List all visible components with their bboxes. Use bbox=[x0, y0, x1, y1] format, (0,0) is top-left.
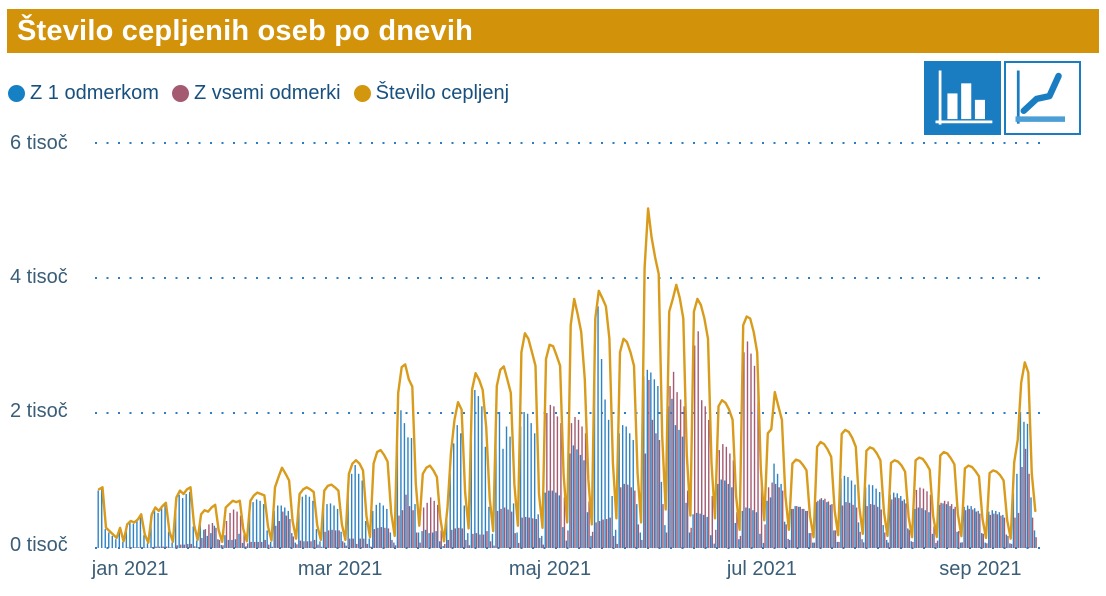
line-chart-icon bbox=[1015, 70, 1065, 124]
all-doses-bars bbox=[127, 331, 1037, 549]
legend-item-all-doses[interactable]: Z vsemi odmerki bbox=[171, 81, 341, 105]
dose1-bars bbox=[97, 306, 1036, 549]
bar-chart-view-button[interactable] bbox=[924, 61, 1001, 135]
page-title: Število cepljenih oseb po dnevih bbox=[17, 14, 473, 47]
x-axis-tick-sep: sep 2021 bbox=[939, 558, 1022, 580]
chart-legend: Z 1 odmerkom Z vsemi odmerki Število cep… bbox=[8, 80, 509, 106]
y-axis-tick-4000: 4 tisoč bbox=[10, 266, 68, 288]
title-bar: Število cepljenih oseb po dnevih bbox=[7, 9, 1099, 53]
x-axis: jan 2021 mar 2021 maj 2021 jul 2021 sep … bbox=[91, 558, 1045, 586]
legend-label: Z vsemi odmerki bbox=[193, 81, 341, 104]
dose1-dot-icon bbox=[8, 84, 25, 102]
legend-label: Število cepljenj bbox=[375, 81, 510, 104]
legend-item-dose1[interactable]: Z 1 odmerkom bbox=[8, 82, 159, 105]
y-axis-tick-6000: 6 tisoč bbox=[10, 132, 68, 154]
x-axis-tick-jan: jan 2021 bbox=[91, 558, 169, 580]
total-vaccinations-line bbox=[97, 207, 1037, 544]
x-axis-tick-mar: mar 2021 bbox=[297, 558, 383, 580]
y-axis-tick-0: 0 tisoč bbox=[10, 534, 68, 556]
x-axis-tick-maj: maj 2021 bbox=[508, 558, 592, 580]
x-axis-tick-jul: jul 2021 bbox=[726, 558, 797, 580]
all-doses-dot-icon bbox=[171, 84, 189, 102]
line-chart-view-button[interactable] bbox=[1004, 61, 1081, 135]
legend-item-total[interactable]: Število cepljenj bbox=[353, 81, 510, 105]
chart-type-toggle bbox=[924, 61, 1081, 135]
total-dot-icon bbox=[353, 84, 371, 102]
bar-chart-icon bbox=[935, 70, 992, 125]
daily-vaccination-chart bbox=[95, 142, 1045, 549]
legend-label: Z 1 odmerkom bbox=[30, 81, 159, 104]
plot-area[interactable] bbox=[95, 141, 1045, 561]
y-axis-tick-2000: 2 tisoč bbox=[10, 400, 68, 422]
